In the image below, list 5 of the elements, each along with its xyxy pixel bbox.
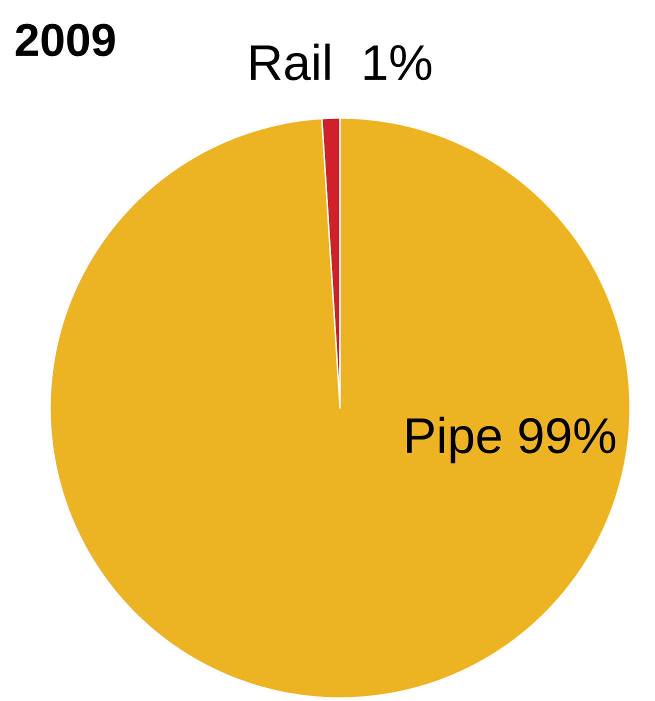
data-label: 99% (519, 418, 616, 454)
data-label: 1% (364, 45, 432, 80)
slice-label: Rail (251, 44, 330, 80)
chart-title: 2009 (16, 24, 115, 56)
slice-label: Pipe (407, 416, 501, 464)
